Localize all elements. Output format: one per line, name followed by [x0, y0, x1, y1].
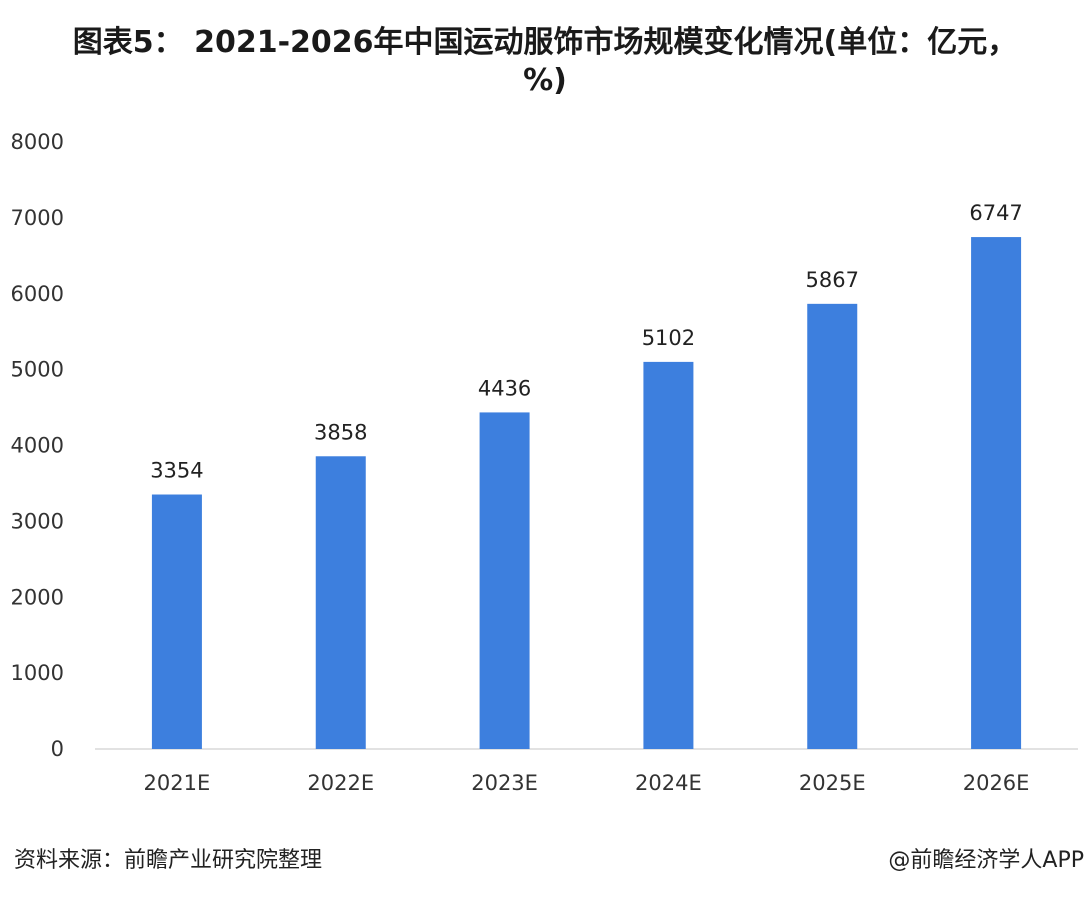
chart-title: 图表5： 2021-2026年中国运动服饰市场规模变化情况(单位：亿元，%) — [72, 25, 1018, 98]
bar-2021E — [151, 494, 202, 749]
data-label-2023E: 4436 — [478, 376, 531, 400]
bar-2025E — [807, 303, 858, 749]
credit-note: @前瞻经济学人APP — [888, 848, 1084, 873]
data-label-2024E: 5102 — [642, 326, 695, 350]
data-label-2026E: 6747 — [969, 201, 1022, 225]
x-tick-label-2024E: 2024E — [635, 771, 702, 795]
data-labels: 3354 3858 4436 5102 5867 6747 — [150, 201, 1023, 482]
y-axis-ticks: 0 1000 2000 3000 4000 5000 6000 7000 8000 — [11, 130, 64, 761]
bar-2023E — [479, 412, 530, 749]
y-tick-label: 1000 — [11, 661, 64, 685]
data-label-2025E: 5867 — [806, 268, 859, 292]
x-tick-label-2022E: 2022E — [307, 771, 374, 795]
x-tick-label-2025E: 2025E — [799, 771, 866, 795]
y-tick-label: 5000 — [11, 358, 64, 382]
x-tick-label-2021E: 2021E — [144, 771, 211, 795]
bars — [151, 237, 1022, 749]
source-note: 资料来源：前瞻产业研究院整理 — [14, 848, 323, 873]
y-tick-label: 8000 — [11, 130, 64, 154]
y-tick-label: 7000 — [11, 206, 64, 230]
x-axis-ticks: 2021E 2022E 2023E 2024E 2025E 2026E — [144, 771, 1030, 795]
y-tick-label: 2000 — [11, 585, 64, 609]
y-tick-label: 6000 — [11, 282, 64, 306]
y-tick-label: 4000 — [11, 434, 64, 458]
data-label-2022E: 3858 — [314, 420, 367, 444]
bar-2022E — [315, 456, 366, 749]
bar-2026E — [971, 237, 1022, 749]
x-tick-label-2023E: 2023E — [471, 771, 538, 795]
y-tick-label: 0 — [51, 737, 64, 761]
bar-2024E — [643, 361, 694, 749]
x-tick-label-2026E: 2026E — [963, 771, 1030, 795]
y-tick-label: 3000 — [11, 509, 64, 533]
data-label-2021E: 3354 — [150, 459, 203, 483]
